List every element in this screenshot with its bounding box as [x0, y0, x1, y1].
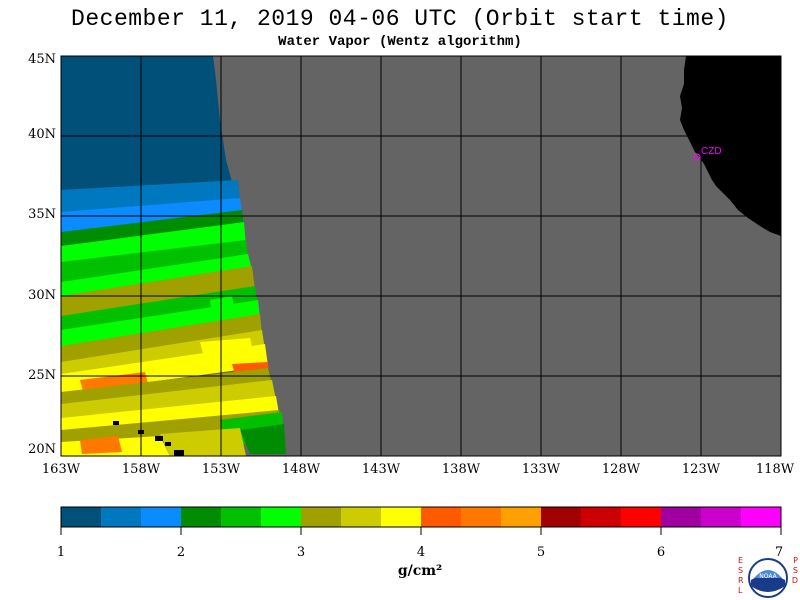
- data-swath: [61, 56, 286, 456]
- station-label: CZD: [701, 146, 722, 157]
- colorbar-swatch: [501, 507, 542, 527]
- colorbar-swatch: [741, 507, 782, 527]
- colorbar-swatch: [301, 507, 342, 527]
- colorbar-swatch: [141, 507, 182, 527]
- colorbar-tick-3: 3: [296, 545, 306, 560]
- colorbar-swatch: [101, 507, 142, 527]
- lon-label-143w: 143W: [361, 462, 401, 477]
- noaa-emblem-icon: NOAA: [748, 558, 788, 598]
- colorbar-tick-2: 2: [176, 545, 186, 560]
- lat-label-25n: 25N: [28, 368, 56, 383]
- map-frame: [60, 55, 782, 457]
- lat-label-20n: 20N: [28, 442, 56, 457]
- lon-label-163w: 163W: [41, 462, 81, 477]
- colorbar-swatch: [701, 507, 742, 527]
- colorbar-tick-6: 6: [656, 545, 666, 560]
- colorbar-swatch: [661, 507, 702, 527]
- colorbar-swatch: [261, 507, 302, 527]
- lat-label-30n: 30N: [28, 288, 56, 303]
- land-mass: [680, 56, 781, 236]
- lon-label-148w: 148W: [281, 462, 321, 477]
- colorbar-swatch: [181, 507, 222, 527]
- lon-label-153w: 153W: [201, 462, 241, 477]
- lat-label-35n: 35N: [28, 207, 56, 222]
- colorbar-tick-1: 1: [56, 545, 66, 560]
- colorbar-swatch: [381, 507, 422, 527]
- map-title: December 11, 2019 04-06 UTC (Orbit start…: [71, 6, 729, 32]
- colorbar-swatch: [221, 507, 262, 527]
- colorbar-tick-4: 4: [416, 545, 426, 560]
- colorbar-swatch: [581, 507, 622, 527]
- colorbar-swatch: [541, 507, 582, 527]
- colorbar-tick-5: 5: [536, 545, 546, 560]
- lat-label-40n: 40N: [28, 127, 56, 142]
- colorbar-swatch: [421, 507, 462, 527]
- lon-label-138w: 138W: [441, 462, 481, 477]
- colorbar-swatch: [461, 507, 502, 527]
- map-subtitle: Water Vapor (Wentz algorithm): [278, 34, 522, 50]
- colorbar-tick-7: 7: [774, 545, 784, 560]
- colorbar-swatch: [341, 507, 382, 527]
- lon-label-123w: 123W: [681, 462, 721, 477]
- graticule: [61, 56, 781, 456]
- colorbar: [60, 506, 782, 535]
- logo-center-text: NOAA: [759, 573, 777, 580]
- colorbar-units: g/cm²: [397, 563, 443, 579]
- colorbar-swatch: [621, 507, 662, 527]
- lon-label-128w: 128W: [601, 462, 641, 477]
- lon-label-133w: 133W: [521, 462, 561, 477]
- lon-label-118w: 118W: [755, 462, 795, 477]
- station-marker: [693, 153, 701, 161]
- colorbar-swatch: [61, 507, 102, 527]
- lon-label-158w: 158W: [121, 462, 161, 477]
- lat-label-45n: 45N: [28, 52, 56, 67]
